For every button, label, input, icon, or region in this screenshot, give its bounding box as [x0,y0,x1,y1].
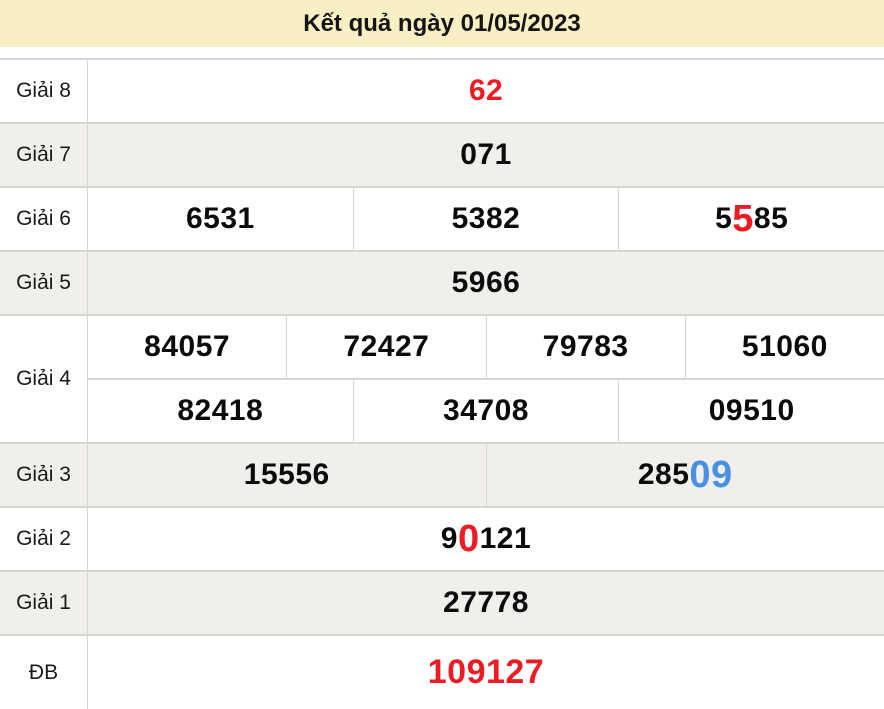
prize-number-cell: 6531 [88,188,353,250]
prize-digit: 9 [440,522,458,555]
prize-number-cell: 09510 [618,380,884,442]
prize-digit: 09510 [708,394,795,427]
prize-number-cell: 109127 [88,636,884,709]
prize-number-cell: 82418 [88,380,353,442]
prize-digit-highlight: 5 [732,198,754,240]
prize-number-cell: 27778 [88,572,884,634]
prize-digit: 72427 [343,330,430,363]
prize-digit-highlight: 62 [468,74,504,107]
prize-number-cell: 285 09 [485,444,884,506]
prize-label-giai-6: Giải 6 [0,188,88,250]
prize-label-giai-5: Giải 5 [0,252,88,314]
prize-numbers-giai-5: 5966 [88,252,884,314]
prize-row-giai-7: Giải 7 071 [0,124,884,188]
prize-numbers-giai-2: 9 0 121 [88,508,884,570]
prize-number-cell: 72427 [286,316,485,378]
prize-numbers-giai-7: 071 [88,124,884,186]
prize-row-giai-6: Giải 6 6531 5382 5 5 85 [0,188,884,252]
prize-label-giai-1: Giải 1 [0,572,88,634]
prize-digit: 5382 [451,202,521,235]
prize-digit: 5966 [451,266,521,299]
prize-subrow: 62 [88,60,884,122]
prize-subrow: 109127 [88,636,884,709]
prize-number-cell: 5966 [88,252,884,314]
prize-number-cell: 51060 [684,316,884,378]
prize-label-giai-2: Giải 2 [0,508,88,570]
prize-numbers-giai-8: 62 [88,60,884,122]
prize-number-cell: 84057 [88,316,286,378]
prize-digit: 79783 [542,330,629,363]
prize-subrow: 82418 34708 09510 [88,378,884,442]
prize-row-giai-5: Giải 5 5966 [0,252,884,316]
prize-label-db: ĐB [0,636,88,709]
prize-digit: 15556 [243,458,330,491]
prize-digit: 82418 [177,394,264,427]
prize-subrow: 5966 [88,252,884,314]
prize-subrow: 15556 285 09 [88,444,884,506]
results-table: Giải 8 62 Giải 7 071 Giải 6 6531 5382 5 5 85 Giải … [0,58,884,709]
prize-numbers-giai-4: 84057 72427 79783 51060 82418 34708 09510 [88,316,884,442]
prize-numbers-giai-6: 6531 5382 5 5 85 [88,188,884,250]
prize-digit: 34708 [443,394,529,427]
prize-label-giai-3: Giải 3 [0,444,88,506]
prize-digit-highlight: 109127 [427,653,545,691]
prize-label-giai-4: Giải 4 [0,316,88,442]
prize-row-giai-4: Giải 4 84057 72427 79783 51060 82418 34708 0951… [0,316,884,444]
prize-digit-highlight: 09 [689,454,733,496]
prize-row-giai-1: Giải 1 27778 [0,572,884,636]
prize-digit-highlight: 0 [457,518,480,560]
prize-subrow: 27778 [88,572,884,634]
results-header: Kết quả ngày 01/05/2023 [0,0,884,47]
prize-subrow: 071 [88,124,884,186]
prize-numbers-giai-1: 27778 [88,572,884,634]
prize-subrow: 84057 72427 79783 51060 [88,316,884,378]
prize-digit: 84057 [144,330,231,363]
prize-subrow: 9 0 121 [88,508,884,570]
prize-digit: 27778 [443,586,529,619]
prize-subrow: 6531 5382 5 5 85 [88,188,884,250]
prize-numbers-giai-3: 15556 285 09 [88,444,884,506]
prize-row-giai-2: Giải 2 9 0 121 [0,508,884,572]
prize-row-giai-3: Giải 3 15556 285 09 [0,444,884,508]
prize-row-giai-8: Giải 8 62 [0,60,884,124]
prize-digit: 85 [753,202,789,235]
prize-number-cell: 9 0 121 [88,508,884,570]
prize-number-cell: 5382 [352,188,619,250]
prize-number-cell: 79783 [485,316,685,378]
prize-number-cell: 34708 [352,380,619,442]
prize-numbers-db: 109127 [88,636,884,709]
prize-digit: 5 [715,202,733,235]
prize-number-cell: 15556 [88,444,486,506]
prize-number-cell: 5 5 85 [618,188,884,250]
prize-row-db: ĐB 109127 [0,636,884,709]
prize-digit: 071 [460,138,512,171]
prize-label-giai-7: Giải 7 [0,124,88,186]
prize-digit: 285 [637,458,690,491]
prize-number-cell: 62 [88,60,884,122]
prize-digit: 6531 [185,202,255,235]
prize-digit: 121 [479,522,532,555]
prize-digit: 51060 [741,330,828,363]
prize-label-giai-8: Giải 8 [0,60,88,122]
results-title: Kết quả ngày 01/05/2023 [303,9,581,37]
prize-number-cell: 071 [88,124,884,186]
